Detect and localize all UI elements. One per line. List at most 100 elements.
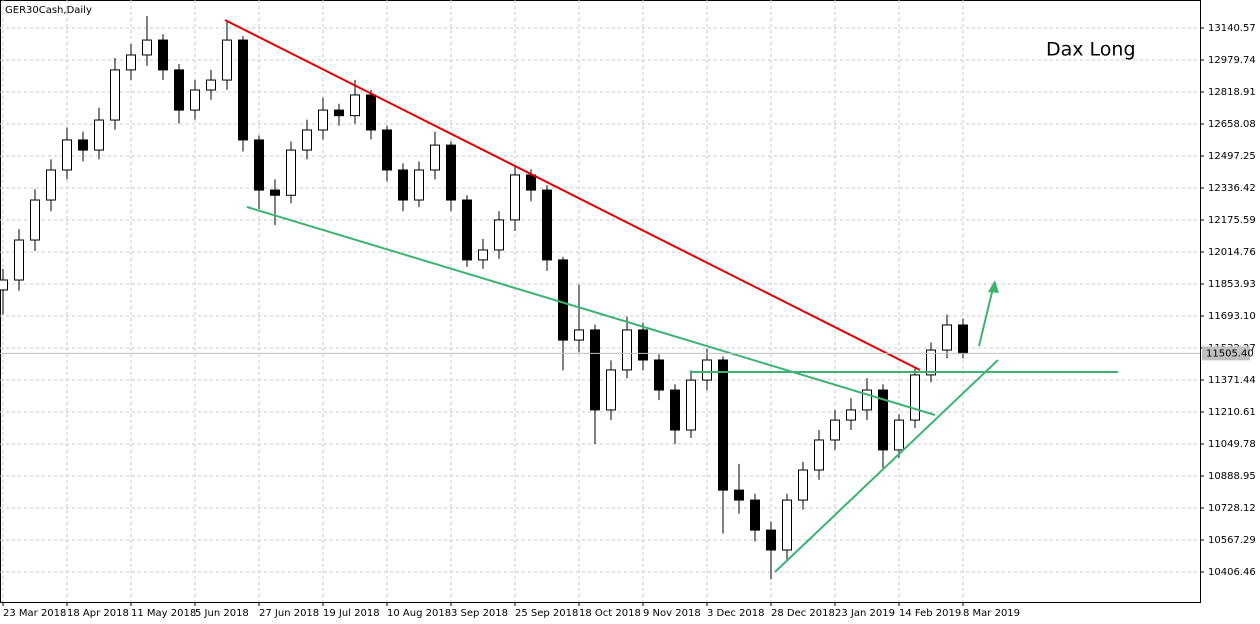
candle-body <box>558 259 568 341</box>
candle-body <box>958 324 968 354</box>
candle-body <box>446 144 456 201</box>
candle-body <box>606 369 616 411</box>
candle-body <box>782 499 792 551</box>
candle-body <box>190 89 200 111</box>
candle-body <box>942 324 952 351</box>
candle-body <box>0 279 8 291</box>
candle-body <box>670 389 680 431</box>
y-tick-label: 13140.57 <box>1208 23 1256 34</box>
trend-lines <box>224 19 1118 573</box>
x-tick-label: 28 Dec 2018 <box>771 608 835 619</box>
candle-body <box>734 489 744 501</box>
candle-body <box>846 409 856 421</box>
candle-body <box>654 359 664 391</box>
y-tick-label: 12979.74 <box>1208 55 1256 66</box>
y-tick-label: 12014.76 <box>1208 247 1256 258</box>
candle-body <box>334 109 344 117</box>
candle-body <box>926 349 936 376</box>
candle-body <box>126 54 136 71</box>
current-price-box <box>1202 346 1250 361</box>
candle-body <box>638 329 648 361</box>
candle-body <box>878 389 888 451</box>
candle-body <box>14 239 24 281</box>
y-tick-label: 11693.10 <box>1208 311 1256 322</box>
candle-body <box>910 374 920 421</box>
y-tick-label: 10728.12 <box>1208 503 1256 514</box>
candle-body <box>510 174 520 221</box>
candle-body <box>766 529 776 551</box>
x-tick-label: 27 Jun 2018 <box>259 608 319 619</box>
candle-body <box>174 69 184 111</box>
candle-body <box>366 94 376 131</box>
y-tick-label: 10406.46 <box>1208 567 1256 578</box>
candles <box>0 16 968 580</box>
candle-body <box>830 419 840 441</box>
annotation: Dax Long <box>1046 39 1136 61</box>
candle-body <box>798 469 808 501</box>
y-tick-label: 10567.29 <box>1208 535 1256 546</box>
x-tick-label: 8 Mar 2019 <box>963 608 1020 619</box>
candle-body <box>206 79 216 91</box>
current-price-label: 11505.40 <box>1206 348 1254 359</box>
candle-body <box>398 169 408 201</box>
candle-body <box>302 129 312 151</box>
y-tick-label: 11853.93 <box>1208 279 1256 290</box>
candle-body <box>382 129 392 171</box>
y-tick-label: 12818.91 <box>1208 87 1256 98</box>
x-tick-label: 18 Oct 2018 <box>579 608 641 619</box>
resistance-line <box>224 19 921 371</box>
candle-body <box>238 39 248 141</box>
candle-body <box>62 139 72 171</box>
candle-body <box>590 329 600 411</box>
chart-title: GER30Cash,Daily <box>5 5 92 16</box>
x-tick-label: 23 Mar 2018 <box>3 608 66 619</box>
candle-body <box>318 109 328 131</box>
candle-body <box>46 169 56 201</box>
candle-body <box>702 359 712 381</box>
candle-body <box>78 139 88 151</box>
x-tick-label: 18 Apr 2018 <box>67 608 129 619</box>
rising-line <box>774 359 999 573</box>
x-tick-label: 5 Jun 2018 <box>195 608 249 619</box>
candle-body <box>270 189 280 196</box>
x-tick-label: 9 Nov 2018 <box>643 608 701 619</box>
candle-body <box>542 189 552 261</box>
candle-body <box>462 199 472 261</box>
candle-body <box>862 389 872 411</box>
candle-body <box>110 69 120 121</box>
y-tick-label: 12658.08 <box>1208 119 1256 130</box>
candle-body <box>158 39 168 71</box>
candle-body <box>622 329 632 371</box>
x-tick-label: 19 Jul 2018 <box>323 608 380 619</box>
candle-body <box>894 419 904 451</box>
arrow-shaft <box>978 287 994 347</box>
y-tick-label: 11049.78 <box>1208 439 1256 450</box>
candle-body <box>526 174 536 191</box>
candle-body <box>574 329 584 341</box>
y-tick-label: 11210.61 <box>1208 407 1256 418</box>
candle-body <box>94 119 104 151</box>
plot-frame <box>0 0 1201 603</box>
channel-line <box>246 206 936 416</box>
x-tick-label: 23 Jan 2019 <box>835 608 895 619</box>
candle-body <box>414 169 424 201</box>
x-tick-label: 3 Dec 2018 <box>707 608 765 619</box>
x-tick-label: 11 May 2018 <box>131 608 196 619</box>
x-tick-label: 10 Aug 2018 <box>387 608 451 619</box>
candle-body <box>350 94 360 117</box>
x-tick-label: 25 Sep 2018 <box>515 608 578 619</box>
candle-body <box>814 439 824 471</box>
y-tick-label: 12175.59 <box>1208 215 1256 226</box>
candle-body <box>686 379 696 431</box>
candle-body <box>750 499 760 531</box>
y-tick-label: 11371.44 <box>1208 375 1256 386</box>
y-tick-label: 12336.42 <box>1208 183 1256 194</box>
y-tick-label: 12497.25 <box>1208 151 1256 162</box>
candle-body <box>254 139 264 191</box>
candle-body <box>142 39 152 56</box>
candle-body <box>718 359 728 491</box>
x-tick-label: 3 Sep 2018 <box>451 608 508 619</box>
candle-body <box>286 149 296 196</box>
candle-body <box>430 144 440 171</box>
